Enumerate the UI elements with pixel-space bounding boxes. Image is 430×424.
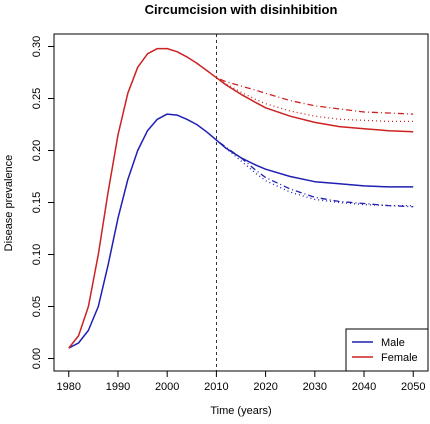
legend: Male Female	[345, 328, 429, 372]
series-line-projection-dotted	[216, 77, 414, 123]
x-tick-label: 2040	[352, 381, 376, 393]
x-axis-label: Time (years)	[210, 405, 271, 417]
series-line-male-solid	[68, 113, 414, 349]
x-tick-label: 2010	[204, 381, 228, 393]
y-axis-label: Disease prevalence	[3, 155, 15, 252]
x-tick-label: 1990	[106, 381, 130, 393]
plot-area: 1980 1990 2000 2010 2020 2030 2040 2050 0.000.0…	[31, 33, 429, 393]
y-tick-label: 0.25	[31, 88, 43, 109]
x-axis-ticks: 1980 1990 2000 2010 2020 2030 2040 2050	[57, 371, 425, 393]
plot-frame	[53, 33, 429, 372]
series-line-female-solid	[68, 47, 414, 349]
y-tick-label: 0.00	[31, 348, 43, 369]
y-tick-label: 0.20	[31, 140, 43, 161]
x-tick-label: 2050	[401, 381, 425, 393]
x-tick-label: 2020	[253, 381, 277, 393]
x-tick-label: 2000	[155, 381, 179, 393]
y-tick-label: 0.15	[31, 192, 43, 213]
y-tick-label: 0.05	[31, 296, 43, 317]
x-tick-label: 2030	[303, 381, 327, 393]
legend-label-female: Female	[381, 352, 418, 364]
y-axis-ticks: 0.00 0.05 0.10 0.15 0.20 0.25 0.30	[31, 36, 54, 369]
legend-box	[345, 328, 429, 372]
x-tick-label: 1980	[57, 381, 81, 393]
legend-label-male: Male	[381, 337, 405, 349]
chart-title: Circumcision with disinhibition	[145, 2, 338, 17]
series-layer	[68, 47, 414, 349]
y-tick-label: 0.30	[31, 36, 43, 57]
series-line-projection-dotdash	[216, 77, 414, 115]
y-tick-label: 0.10	[31, 244, 43, 265]
